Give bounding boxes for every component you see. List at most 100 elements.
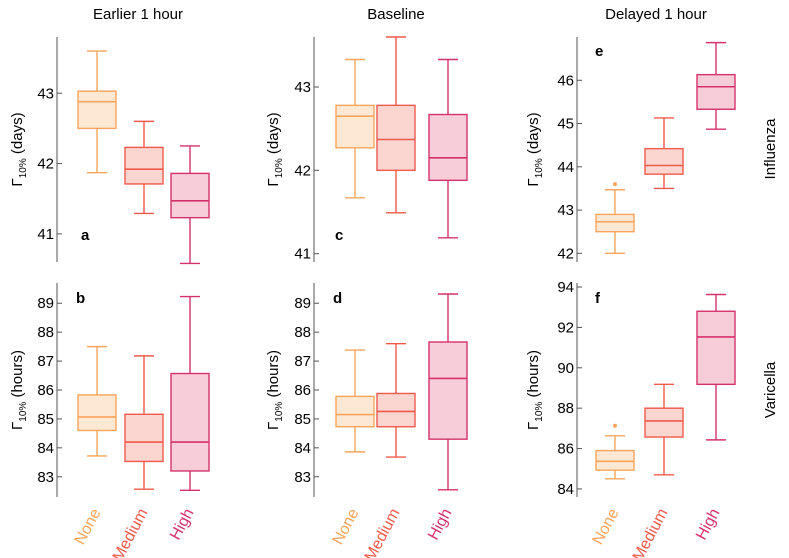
iqr-box: [595, 213, 635, 233]
y-tick-label: 84: [557, 481, 574, 498]
y-tick-label: 86: [37, 382, 54, 399]
iqr-box: [376, 392, 416, 428]
y-axis-label: Γ10% (days): [525, 112, 545, 186]
iqr-box: [77, 90, 117, 130]
panel-f: 84 86 88 90 92 94 Γ10% (hours): [525, 279, 736, 498]
panel-letter-f: f: [595, 290, 601, 307]
iqr-box: [428, 113, 468, 182]
y-tick-label: 89: [294, 295, 311, 312]
box-medium: [376, 36, 416, 214]
row-label-influenza: Influenza: [762, 118, 779, 180]
box-high: [170, 295, 210, 492]
x-label-medium: Medium: [630, 506, 672, 558]
y-tick-label: 87: [294, 353, 311, 370]
iqr-box: [124, 146, 164, 185]
x-label-medium: Medium: [110, 506, 152, 558]
box-medium: [124, 120, 164, 215]
y-tick-label: 41: [37, 226, 54, 243]
iqr-box: [696, 310, 736, 386]
y-tick-label: 41: [294, 246, 311, 263]
box-high: [428, 58, 468, 239]
box-none: [595, 423, 635, 480]
x-label-high: High: [167, 506, 197, 543]
y-tick-label: 89: [37, 295, 54, 312]
y-axis-label: Γ10% (days): [9, 112, 29, 186]
iqr-box: [77, 394, 117, 432]
panel-letter-c: c: [335, 227, 343, 244]
y-tick-label: 84: [37, 440, 54, 457]
column-title-earlier: Earlier 1 hour: [93, 6, 183, 23]
panel-letter-b: b: [76, 290, 85, 307]
iqr-box: [170, 172, 210, 219]
panel-letter-a: a: [81, 227, 90, 244]
x-label-high: High: [425, 506, 455, 543]
y-tick-label: 88: [557, 400, 574, 417]
iqr-box: [376, 104, 416, 172]
box-none: [595, 182, 635, 255]
box-high: [696, 293, 736, 441]
box-none: [335, 58, 375, 199]
x-label-medium: Medium: [362, 506, 404, 558]
column-title-delayed: Delayed 1 hour: [605, 6, 707, 23]
y-tick-label: 44: [557, 159, 574, 176]
box-medium: [644, 383, 684, 476]
y-tick-label: 43: [294, 79, 311, 96]
panel-d: 83 84 85 86 87 88 89 Γ10% (hours): [265, 283, 468, 497]
iqr-box: [170, 372, 210, 472]
iqr-box: [124, 413, 164, 463]
x-label-high: High: [693, 506, 723, 543]
panel-letter-d: d: [333, 290, 342, 307]
iqr-box: [696, 73, 736, 110]
y-axis-label: Γ10% (days): [265, 112, 285, 186]
row-label-varicella: Varicella: [762, 361, 779, 418]
y-tick-label: 42: [557, 245, 574, 262]
y-tick-label: 42: [37, 156, 54, 173]
box-high: [170, 145, 210, 265]
y-tick-label: 45: [557, 116, 574, 133]
y-axis-label: Γ10% (hours): [265, 350, 285, 430]
y-tick-label: 92: [557, 319, 574, 336]
iqr-box: [335, 395, 375, 428]
iqr-box: [335, 104, 375, 149]
y-tick-label: 88: [37, 324, 54, 341]
box-medium: [644, 117, 684, 190]
box-medium: [124, 355, 164, 490]
column-title-baseline: Baseline: [367, 6, 425, 23]
box-none: [77, 345, 117, 457]
y-tick-label: 86: [294, 382, 311, 399]
box-none: [335, 349, 375, 453]
y-axis-label: Γ10% (hours): [525, 350, 545, 430]
y-tick-label: 83: [294, 469, 311, 486]
x-label-none: None: [72, 506, 105, 548]
iqr-box: [595, 449, 635, 471]
box-high: [696, 41, 736, 130]
panel-b: 83 84 85 86 87 88 89 Γ10% (hours): [9, 283, 210, 497]
y-tick-label: 87: [37, 353, 54, 370]
y-tick-label: 85: [37, 411, 54, 428]
panel-e: 42 43 44 45 46 Γ10% (days): [525, 37, 736, 262]
x-label-none: None: [590, 506, 623, 548]
panel-c: 41 42 43 Γ10% (days): [265, 36, 468, 263]
y-tick-label: 85: [294, 411, 311, 428]
panels: 41 42 43 Γ10% (days) 41 42 43 Γ10% (days) 42 43 44…: [9, 36, 736, 498]
panel-letter-e: e: [595, 43, 603, 60]
box-medium: [376, 343, 416, 458]
y-tick-label: 88: [294, 324, 311, 341]
panel-a: 41 42 43 Γ10% (days): [9, 37, 210, 265]
y-tick-label: 86: [557, 441, 574, 458]
y-tick-label: 94: [557, 279, 574, 296]
iqr-box: [644, 147, 684, 175]
x-category-labels: None Medium High None Medium High None M…: [72, 506, 724, 558]
box-high: [428, 293, 468, 491]
y-tick-label: 46: [557, 72, 574, 89]
x-label-none: None: [330, 506, 363, 548]
y-tick-label: 83: [37, 469, 54, 486]
y-tick-label: 90: [557, 360, 574, 377]
iqr-box: [644, 407, 684, 438]
box-none: [77, 50, 117, 174]
y-tick-label: 84: [294, 440, 311, 457]
iqr-box: [428, 341, 468, 440]
y-tick-label: 43: [557, 202, 574, 219]
y-tick-label: 43: [37, 85, 54, 102]
